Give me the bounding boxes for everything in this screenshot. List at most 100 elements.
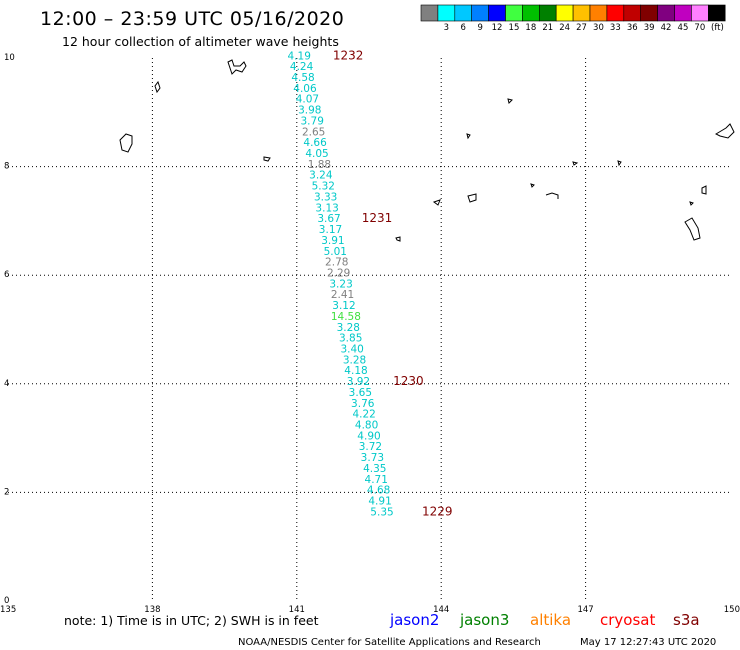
x-tick-label: 135 bbox=[0, 605, 16, 615]
swh-value-label: 4.05 bbox=[305, 148, 328, 160]
colorbar-swatch bbox=[437, 4, 456, 22]
colorbar-swatch bbox=[640, 4, 658, 22]
colorbar-swatch bbox=[538, 4, 557, 22]
swh-value-label: 3.24 bbox=[309, 170, 333, 182]
colorbar-swatch bbox=[555, 4, 574, 22]
swh-value-label: 3.13 bbox=[315, 202, 338, 214]
colorbar-label: 21 bbox=[542, 23, 553, 33]
y-tick-label: 0 bbox=[4, 596, 9, 606]
island-outline bbox=[684, 217, 701, 241]
time-annotation: 1229 bbox=[422, 504, 453, 518]
swh-value-label: 3.12 bbox=[332, 300, 355, 312]
island-outline bbox=[432, 199, 441, 206]
colorbar-label: 12 bbox=[492, 23, 503, 33]
swh-value-label: 3.92 bbox=[347, 376, 370, 388]
swh-value-label: 3.73 bbox=[361, 452, 384, 464]
island-outline bbox=[701, 185, 707, 195]
colorbar-label: 45 bbox=[678, 23, 689, 33]
island-outline bbox=[507, 98, 513, 104]
island-outline bbox=[689, 201, 694, 206]
colorbar-label: 70 bbox=[694, 23, 705, 33]
colorbar-label: 6 bbox=[461, 23, 466, 33]
satellite-legend: jason2 jason3 altika cryosat s3a bbox=[389, 611, 700, 629]
x-tick-label: 147 bbox=[577, 605, 593, 615]
colorbar-label: 9 bbox=[477, 23, 482, 33]
swh-value-label: 4.80 bbox=[355, 420, 378, 432]
time-annotations: 1232 1231 1230 1229 bbox=[333, 48, 453, 518]
swh-value-label: 4.66 bbox=[303, 137, 327, 149]
satellite-legend-altika: altika bbox=[530, 611, 571, 629]
y-tick-label: 4 bbox=[4, 379, 9, 389]
island-outline bbox=[572, 161, 579, 166]
island-outline bbox=[545, 192, 559, 199]
colorbar-label: 42 bbox=[661, 23, 672, 33]
swh-value-label: 2.65 bbox=[302, 126, 325, 138]
swh-value-label: 2.41 bbox=[331, 289, 354, 301]
swh-value-label: 3.33 bbox=[314, 191, 337, 203]
swh-value-label: 3.23 bbox=[329, 278, 352, 290]
island-outline bbox=[119, 133, 133, 153]
swh-value-label: 3.28 bbox=[343, 354, 366, 366]
colorbar-label: 27 bbox=[576, 23, 587, 33]
colorbar-swatch bbox=[691, 4, 709, 22]
swh-value-label: 4.19 bbox=[288, 50, 311, 62]
colorbar-swatch bbox=[674, 4, 692, 22]
y-tick-label: 2 bbox=[4, 487, 9, 497]
island-outline bbox=[530, 183, 535, 188]
swh-value-label: 3.76 bbox=[351, 398, 375, 410]
swh-value-label: 3.79 bbox=[301, 115, 324, 127]
y-tick-label: 6 bbox=[4, 270, 9, 280]
x-tick-label: 141 bbox=[289, 605, 305, 615]
colorbar-swatch bbox=[707, 4, 726, 22]
swh-value-label: 4.07 bbox=[296, 94, 319, 106]
island-outline bbox=[467, 193, 477, 203]
land-outlines bbox=[119, 59, 735, 242]
colorbar-swatch bbox=[589, 4, 608, 22]
swh-value-label: 4.24 bbox=[290, 61, 314, 73]
island-outline bbox=[227, 59, 247, 75]
colorbar-label: 15 bbox=[509, 23, 520, 33]
swh-value-label: 2.29 bbox=[327, 267, 350, 279]
colorbar-swatch bbox=[657, 4, 675, 22]
colorbar-label: 33 bbox=[610, 23, 621, 33]
swh-value-label: 14.58 bbox=[331, 311, 361, 323]
colorbar-swatch bbox=[623, 4, 641, 22]
swh-value-label: 4.71 bbox=[365, 474, 388, 486]
colorbar-label: 24 bbox=[559, 23, 570, 33]
x-tick-label: 138 bbox=[144, 605, 160, 615]
island-outline bbox=[466, 133, 471, 140]
colorbar-unit-label: (ft) bbox=[711, 23, 724, 33]
island-outline bbox=[154, 80, 161, 94]
time-annotation: 1230 bbox=[393, 374, 424, 388]
swh-value-label: 3.91 bbox=[321, 235, 344, 247]
colorbar-label: 30 bbox=[593, 23, 604, 33]
y-tick-label: 8 bbox=[4, 162, 9, 172]
map-title: 12:00 – 23:59 UTC 05/16/2020 bbox=[40, 8, 344, 30]
satellite-legend-s3a: s3a bbox=[673, 611, 700, 629]
swh-value-label: 4.18 bbox=[344, 365, 367, 377]
swh-value-label: 3.98 bbox=[298, 105, 321, 117]
colorbar-label: 36 bbox=[627, 23, 638, 33]
island-outline bbox=[395, 236, 401, 242]
swh-value-label: 3.67 bbox=[317, 213, 340, 225]
swh-value-label: 5.01 bbox=[324, 246, 347, 258]
swh-value-label: 2.78 bbox=[325, 257, 348, 269]
colorbar-swatch bbox=[606, 4, 625, 22]
swh-value-label: 1.88 bbox=[308, 159, 331, 171]
generated-timestamp: May 17 12:27:43 UTC 2020 bbox=[580, 637, 716, 648]
colorbar-swatch bbox=[522, 4, 540, 22]
axis-tick-labels: 135 138 141 144 147 150 0 2 4 6 8 10 bbox=[0, 53, 740, 615]
colorbar-swatch bbox=[488, 4, 506, 22]
swh-value-label: 3.17 bbox=[319, 224, 342, 236]
swh-value-label: 3.40 bbox=[340, 344, 363, 356]
colorbar-label: 18 bbox=[525, 23, 536, 33]
colorbar-swatch bbox=[505, 4, 523, 22]
swh-value-label: 4.90 bbox=[357, 430, 380, 442]
lat-lon-grid bbox=[8, 58, 730, 601]
swh-value-label: 4.22 bbox=[352, 409, 375, 421]
colorbar-swatch bbox=[572, 4, 591, 22]
map-subtitle: 12 hour collection of altimeter wave hei… bbox=[62, 34, 339, 49]
swh-value-label: 5.32 bbox=[312, 181, 335, 193]
swh-value-label: 3.65 bbox=[349, 387, 372, 399]
